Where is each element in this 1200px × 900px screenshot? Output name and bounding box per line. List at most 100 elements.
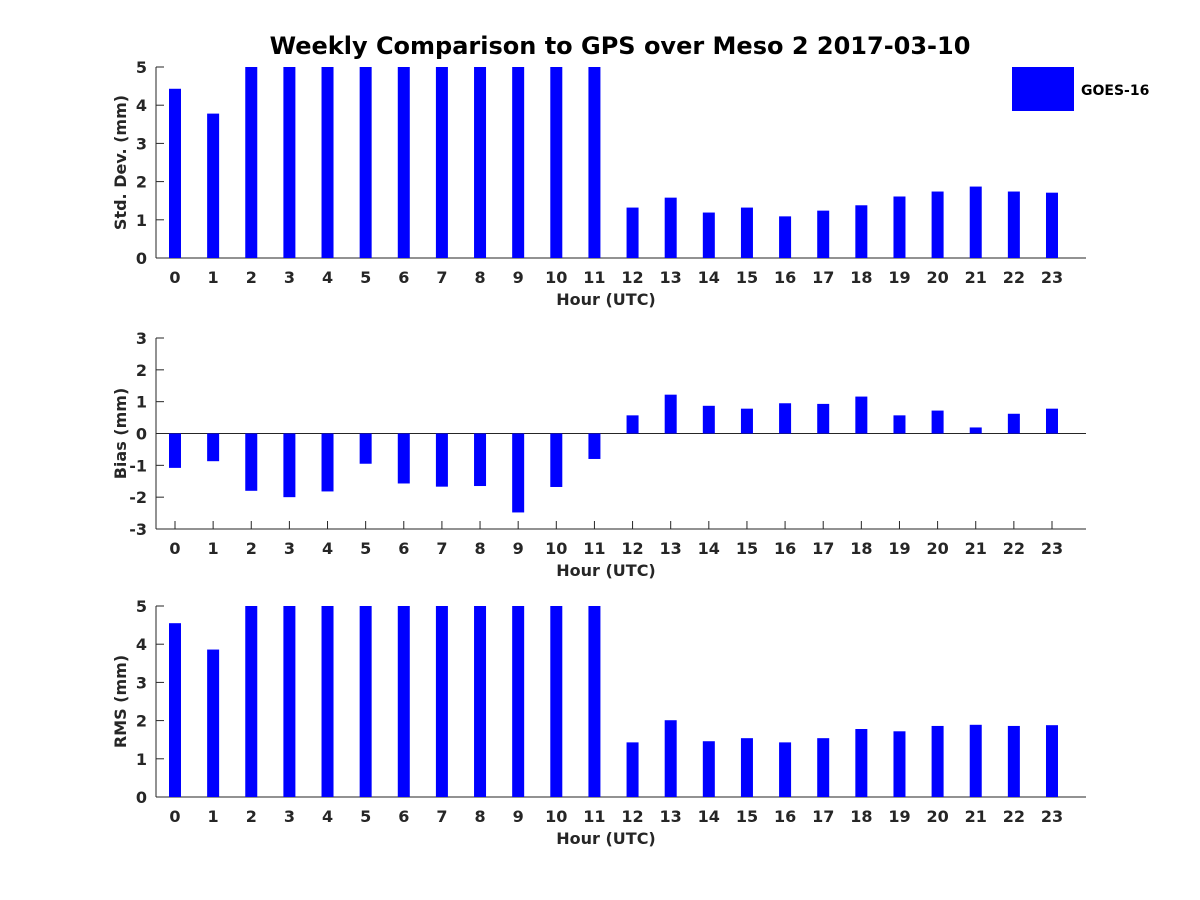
- bar-hour-19: [893, 196, 906, 258]
- x-tick-label: 3: [284, 807, 295, 826]
- x-tick-label: 2: [246, 539, 257, 558]
- x-tick-label: 0: [169, 268, 180, 287]
- bar-hour-5: [359, 67, 372, 258]
- x-tick-label: 10: [545, 268, 567, 287]
- x-tick-label: 22: [1003, 268, 1025, 287]
- x-axis-label: Hour (UTC): [556, 829, 656, 848]
- y-axis-label: RMS (mm): [111, 655, 130, 748]
- x-tick-label: 4: [322, 807, 333, 826]
- x-tick-label: 5: [360, 807, 371, 826]
- x-tick-label: 9: [513, 807, 524, 826]
- bar-hour-14: [702, 405, 715, 434]
- bar-hour-12: [626, 742, 639, 797]
- y-tick-label: 2: [136, 361, 147, 380]
- bar-hour-2: [245, 606, 258, 797]
- y-tick-label: 1: [136, 211, 147, 230]
- bar-hour-0: [169, 433, 181, 468]
- y-tick-label: 5: [136, 58, 147, 77]
- bar-hour-1: [207, 433, 220, 462]
- bar-hour-16: [779, 742, 792, 797]
- x-tick-label: 8: [474, 539, 485, 558]
- x-tick-label: 9: [513, 539, 524, 558]
- x-tick-label: 14: [698, 807, 720, 826]
- legend-label-goes-16: GOES-16: [1081, 83, 1149, 99]
- bar-hour-21: [969, 186, 982, 258]
- x-tick-label: 3: [284, 268, 295, 287]
- x-tick-label: 17: [812, 268, 834, 287]
- x-tick-label: 12: [621, 268, 643, 287]
- x-tick-label: 14: [698, 539, 720, 558]
- x-tick-label: 22: [1003, 539, 1025, 558]
- bar-hour-4: [321, 606, 334, 797]
- bar-hour-6: [397, 433, 410, 484]
- y-tick-label: 3: [136, 329, 147, 348]
- bar-hour-4: [321, 67, 334, 258]
- bar-hour-21: [969, 427, 982, 434]
- x-tick-label: 6: [398, 807, 409, 826]
- bar-hour-3: [283, 67, 296, 258]
- x-tick-label: 23: [1041, 268, 1063, 287]
- x-tick-label: 19: [888, 268, 910, 287]
- bar-hour-8: [474, 606, 487, 797]
- x-tick-label: 15: [736, 539, 758, 558]
- bar-hour-9: [512, 67, 525, 258]
- y-tick-label: 4: [136, 635, 147, 654]
- x-tick-label: 16: [774, 268, 796, 287]
- bar-hour-7: [435, 433, 448, 487]
- x-tick-label: 20: [926, 807, 948, 826]
- bar-hour-12: [626, 415, 639, 434]
- bar-hour-11: [588, 433, 601, 459]
- y-tick-label: 0: [136, 249, 147, 268]
- bar-hour-17: [817, 403, 830, 434]
- x-axis-label: Hour (UTC): [556, 561, 656, 580]
- chart-title: Weekly Comparison to GPS over Meso 2 201…: [270, 32, 971, 60]
- bar-hour-13: [664, 720, 677, 797]
- bar-hour-8: [474, 67, 487, 258]
- x-tick-label: 19: [888, 807, 910, 826]
- bar-hour-21: [969, 724, 982, 797]
- bar-hour-11: [588, 67, 601, 258]
- bar-hour-18: [855, 205, 868, 258]
- bar-hour-10: [550, 433, 563, 487]
- bar-hour-3: [283, 433, 296, 498]
- x-tick-label: 11: [583, 539, 605, 558]
- y-tick-label: 5: [136, 597, 147, 616]
- bar-hour-20: [931, 191, 944, 258]
- x-tick-label: 12: [621, 539, 643, 558]
- bar-hour-16: [779, 403, 792, 434]
- bar-hour-20: [931, 725, 944, 797]
- bar-hour-7: [435, 67, 448, 258]
- y-tick-label: 3: [136, 673, 147, 692]
- bar-hour-7: [435, 606, 448, 797]
- bar-hour-5: [359, 433, 372, 464]
- x-tick-label: 17: [812, 807, 834, 826]
- x-tick-label: 9: [513, 268, 524, 287]
- bar-hour-1: [207, 649, 220, 797]
- bar-hour-22: [1007, 725, 1020, 797]
- x-tick-label: 18: [850, 539, 872, 558]
- x-tick-label: 19: [888, 539, 910, 558]
- bar-hour-20: [931, 410, 944, 434]
- x-tick-label: 16: [774, 539, 796, 558]
- x-tick-label: 5: [360, 268, 371, 287]
- bar-hour-23: [1045, 408, 1058, 434]
- x-tick-label: 8: [474, 268, 485, 287]
- bar-hour-16: [779, 216, 792, 258]
- x-tick-label: 1: [208, 539, 219, 558]
- bar-hour-17: [817, 738, 830, 797]
- x-tick-label: 5: [360, 539, 371, 558]
- x-tick-label: 2: [246, 807, 257, 826]
- x-tick-label: 18: [850, 268, 872, 287]
- bar-hour-9: [512, 433, 525, 513]
- bar-hour-12: [626, 207, 639, 258]
- x-tick-label: 6: [398, 268, 409, 287]
- legend: GOES-16: [1012, 67, 1149, 111]
- y-tick-label: -2: [129, 488, 147, 507]
- bar-hour-9: [512, 606, 525, 797]
- y-tick-label: 2: [136, 173, 147, 192]
- bar-hour-13: [664, 394, 677, 434]
- y-tick-label: 4: [136, 96, 147, 115]
